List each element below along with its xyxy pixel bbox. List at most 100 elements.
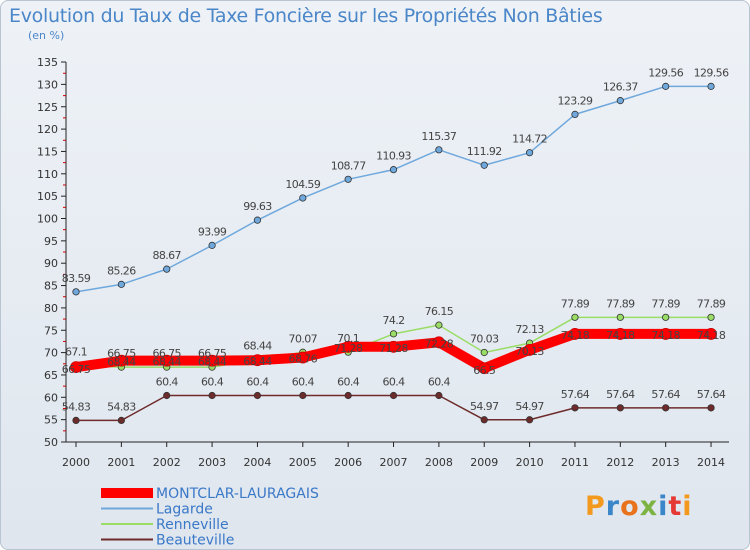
- data-point: [208, 391, 216, 400]
- x-tick-label: 2011: [561, 456, 589, 469]
- x-tick-label: 2001: [107, 456, 135, 469]
- data-point: [163, 391, 171, 400]
- data-point: [389, 166, 398, 174]
- data-label: 129.56: [694, 66, 729, 79]
- y-tick-label: 125: [37, 101, 58, 114]
- x-tick-label: 2014: [697, 456, 725, 469]
- y-tick-label: 135: [37, 56, 58, 69]
- data-point: [206, 354, 218, 367]
- data-point: [387, 340, 400, 353]
- data-label: 74.18: [606, 329, 635, 342]
- data-point: [616, 404, 624, 412]
- y-tick-label: 130: [37, 78, 58, 91]
- x-tick-label: 2012: [606, 456, 634, 469]
- data-label: 126.37: [603, 81, 638, 94]
- data-point: [435, 146, 443, 154]
- data-label: 70.03: [470, 332, 499, 345]
- data-label: 54.83: [62, 400, 91, 413]
- data-label: 67.1: [65, 346, 87, 359]
- data-label: 108.77: [331, 159, 366, 172]
- data-label: 70.07: [289, 332, 318, 345]
- y-tick-label: 50: [44, 436, 58, 449]
- data-point: [251, 354, 264, 367]
- data-label: 66.5: [473, 364, 496, 377]
- data-point: [480, 416, 488, 424]
- y-tick-label: 105: [37, 190, 58, 203]
- legend-label: Lagarde: [156, 502, 213, 518]
- data-point: [478, 362, 491, 375]
- data-label: 60.4: [337, 376, 360, 389]
- data-point: [253, 391, 262, 400]
- data-label: 115.37: [421, 130, 456, 143]
- y-tick-label: 110: [37, 168, 58, 181]
- data-point: [525, 149, 534, 157]
- data-label: 85.26: [107, 264, 136, 277]
- y-tick-label: 90: [44, 257, 58, 270]
- data-label: 83.59: [62, 272, 91, 285]
- y-tick-label: 85: [44, 280, 58, 293]
- data-label: 68.44: [243, 355, 272, 368]
- data-label: 110.93: [376, 150, 411, 163]
- y-tick-label: 60: [44, 391, 58, 404]
- data-label: 57.64: [651, 388, 680, 401]
- y-tick-label: 100: [37, 213, 58, 226]
- data-point: [525, 416, 534, 424]
- data-label: 60.4: [156, 376, 179, 389]
- data-label: 57.64: [697, 388, 726, 401]
- logo-letter: i: [682, 491, 693, 522]
- data-label: 77.89: [651, 297, 680, 310]
- data-label: 66.75: [107, 347, 136, 360]
- data-point: [72, 288, 80, 296]
- data-point: [72, 416, 80, 425]
- y-tick-label: 120: [37, 123, 58, 136]
- data-point: [117, 280, 125, 288]
- data-point: [707, 404, 715, 412]
- x-tick-label: 2013: [652, 456, 680, 469]
- data-label: 72.13: [515, 323, 544, 336]
- x-tick-label: 2008: [425, 456, 453, 469]
- x-tick-label: 2000: [62, 456, 90, 469]
- data-point: [70, 361, 82, 374]
- data-label: 76.15: [425, 305, 454, 318]
- data-point: [115, 354, 128, 367]
- legend-label: Beauteville: [156, 533, 234, 549]
- data-point: [523, 344, 536, 356]
- data-point: [432, 336, 445, 349]
- data-point: [435, 391, 443, 400]
- data-label: 71.28: [334, 342, 363, 355]
- data-label: 54.97: [470, 400, 499, 413]
- data-point: [662, 313, 670, 321]
- data-point: [435, 321, 443, 329]
- data-point: [299, 194, 307, 202]
- data-label: 57.64: [606, 388, 635, 401]
- data-label: 104.59: [285, 178, 320, 191]
- data-label: 111.92: [467, 145, 502, 158]
- data-label: 60.4: [201, 376, 224, 389]
- data-label: 68.44: [152, 356, 181, 369]
- data-label: 74.2: [382, 314, 404, 327]
- y-tick-label: 70: [44, 347, 58, 360]
- data-point: [707, 313, 715, 321]
- data-label: 54.97: [515, 400, 544, 413]
- data-point: [117, 416, 125, 425]
- data-point: [662, 404, 670, 412]
- data-label: 60.4: [292, 376, 315, 389]
- y-tick-label: 115: [37, 145, 58, 158]
- data-label: 68.44: [198, 356, 227, 369]
- data-point: [344, 391, 352, 400]
- data-label: 70.1: [337, 332, 359, 345]
- data-label: 66.75: [198, 347, 227, 360]
- data-label: 72.28: [425, 337, 454, 350]
- data-point: [571, 313, 579, 321]
- x-tick-label: 2007: [380, 456, 408, 469]
- data-label: 66.75: [62, 363, 91, 376]
- y-tick-label: 75: [44, 324, 58, 337]
- data-point: [160, 354, 173, 367]
- data-point: [344, 175, 352, 183]
- y-tick-label: 95: [44, 235, 58, 248]
- y-tick-label: 55: [44, 414, 58, 427]
- data-label: 54.83: [107, 400, 136, 413]
- data-label: 66.75: [152, 347, 181, 360]
